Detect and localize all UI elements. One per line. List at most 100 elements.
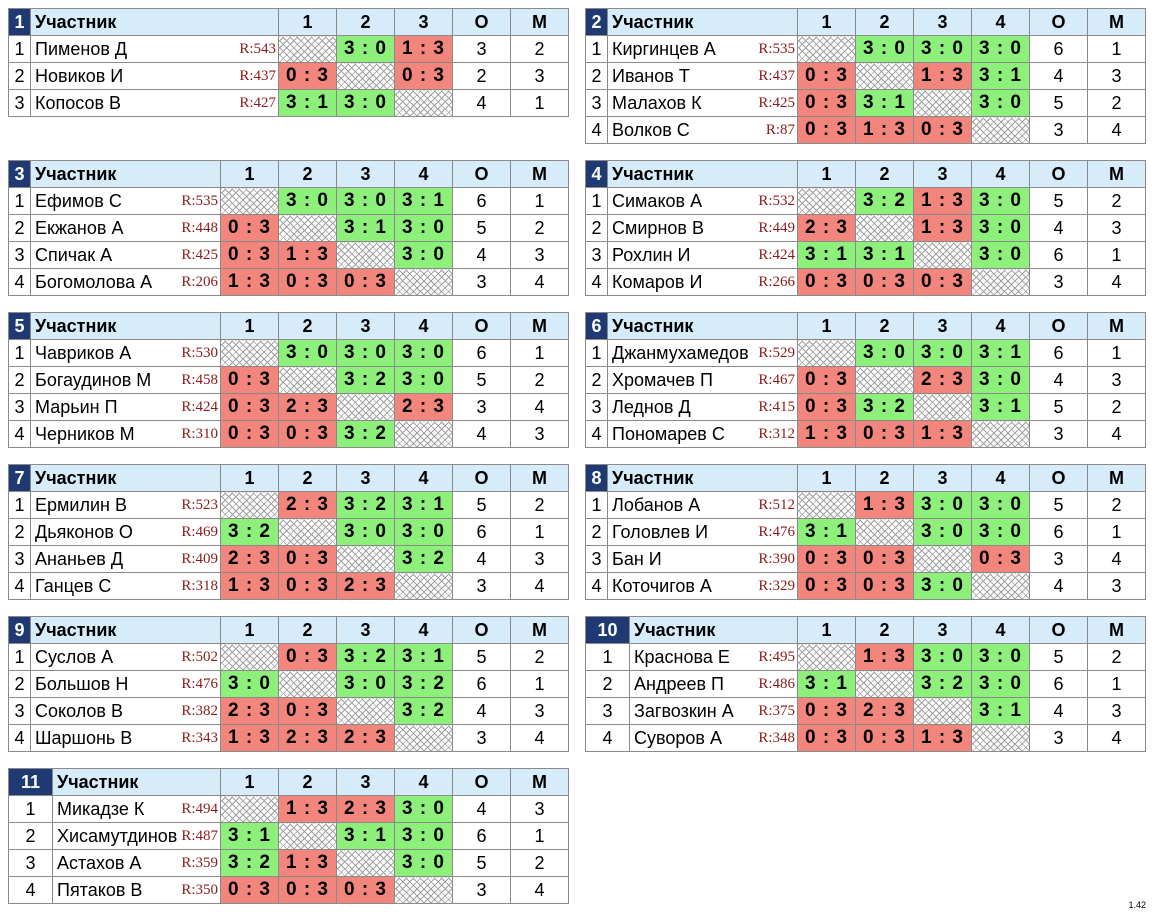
player-index: 3 [8,545,31,573]
player-points: 6 [452,822,511,850]
points-header: О [452,768,511,796]
player-rating: R:424 [758,246,795,263]
player-info: Богомолова А R:206 [32,270,220,295]
player-points: 3 [1029,724,1088,752]
self-match-cell [971,268,1030,296]
match-result: 3 : 0 [394,241,453,269]
match-result: 0 : 3 [855,724,914,752]
match-result: 2 : 3 [336,724,395,752]
player-info: Астахов А R:359 [54,851,220,876]
group-number: 3 [8,160,31,188]
player-points: 5 [452,643,511,671]
match-result: 3 : 1 [797,670,856,698]
player-points: 3 [1029,420,1088,448]
player-rating: R:437 [758,67,795,84]
player-name: Симаков А [612,190,703,211]
match-result: 3 : 2 [220,518,279,546]
player-info: Головлев И R:476 [609,520,797,545]
match-result: 3 : 0 [913,491,972,519]
participant-header: Участник [30,8,279,36]
player-info: Андреев П R:486 [631,672,797,697]
player-points: 5 [452,366,511,394]
self-match-cell [855,366,914,394]
player-points: 6 [1029,518,1088,546]
player-index: 3 [8,241,31,269]
player-name: Марьин П [35,396,118,417]
match-result: 3 : 0 [913,572,972,600]
player-info: Симаков А R:532 [609,189,797,214]
player-name: Богаудинов М [35,369,152,390]
column-header: 4 [394,312,453,340]
self-match-cell [797,643,856,671]
group-header-row: 11 Участник 1 2 3 4 О М [8,768,569,796]
player-name: Микадзе К [57,798,145,819]
group-header-row: 3 Участник 1 2 3 4 О М [8,160,569,188]
column-header: 3 [394,8,453,36]
player-points: 4 [452,420,511,448]
player-name: Екжанов А [35,217,124,238]
player-index: 1 [585,35,608,63]
self-match-cell [336,393,395,421]
player-place: 1 [1087,241,1146,269]
group-number: 2 [585,8,608,36]
player-place: 1 [510,187,569,215]
player-place: 3 [1087,697,1146,725]
self-match-cell [336,545,395,573]
column-header: 2 [336,8,395,36]
player-name: Суворов А [634,727,722,748]
player-cell: Леднов Д R:415 [607,393,798,421]
player-index: 4 [585,572,608,600]
place-header: М [1087,8,1146,36]
player-name: Андреев П [634,673,724,694]
player-info: Хисамутдинов R:487 [54,824,220,849]
player-place: 3 [510,697,569,725]
player-index: 2 [8,62,31,90]
column-header: 4 [394,464,453,492]
column-header: 3 [336,768,395,796]
column-header: 1 [797,8,856,36]
match-result: 1 : 3 [278,849,337,877]
participant-header: Участник [30,160,221,188]
column-header: 3 [336,160,395,188]
player-cell: Черников М R:310 [30,420,221,448]
player-points: 3 [452,35,511,63]
player-info: Загвозкин А R:375 [631,699,797,724]
column-header: 2 [278,768,337,796]
player-points: 5 [452,849,511,877]
player-points: 6 [1029,339,1088,367]
self-match-cell [336,241,395,269]
match-result: 3 : 1 [855,89,914,117]
player-index: 3 [8,697,31,725]
match-result: 3 : 2 [336,491,395,519]
participant-header: Участник [30,464,221,492]
player-cell: Лобанов А R:512 [607,491,798,519]
self-match-cell [220,491,279,519]
player-index: 3 [585,89,608,117]
group-header-row: 10 Участник 1 2 3 4 О М [585,616,1146,644]
column-header: 4 [971,160,1030,188]
group-number: 10 [585,616,630,644]
group-header-row: 7 Участник 1 2 3 4 О М [8,464,569,492]
player-points: 5 [1029,491,1088,519]
player-rating: R:329 [758,577,795,594]
match-result: 0 : 3 [797,268,856,296]
match-result: 3 : 0 [913,643,972,671]
player-points: 5 [452,214,511,242]
match-result: 3 : 1 [797,241,856,269]
player-name: Пономарев С [612,423,725,444]
match-result: 3 : 0 [336,339,395,367]
